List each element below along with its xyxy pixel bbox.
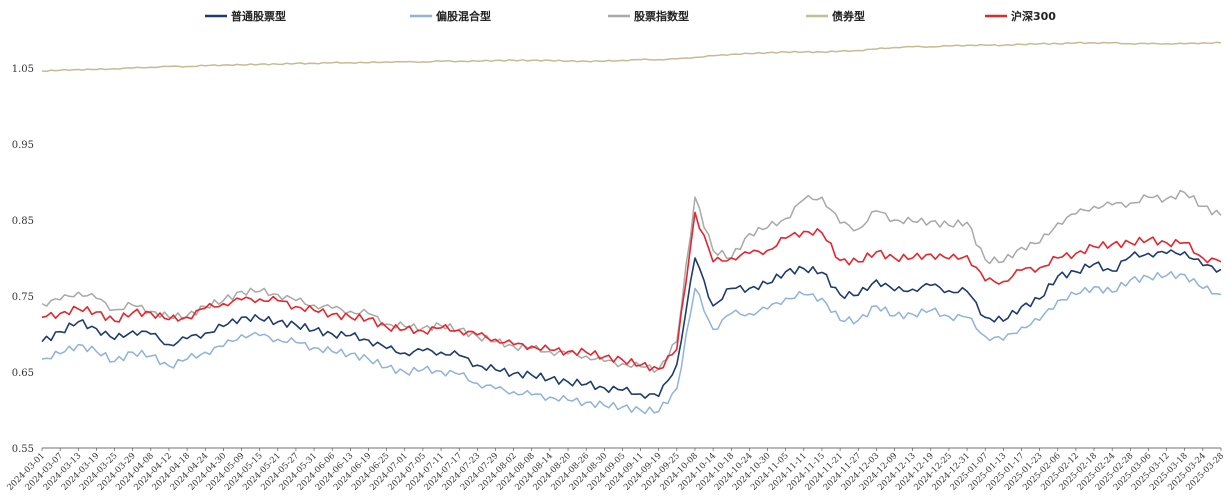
legend: 普通股票型 偏股混合型 股票指数型 债券型 沪深300 [205,9,1056,23]
series-line-0 [41,249,1222,399]
series-layer [41,41,1222,415]
y-tick-label: 0.75 [12,292,34,303]
y-tick-label: 0.65 [12,368,34,379]
y-axis: 0.55 0.65 0.75 0.85 0.95 1.05 [12,64,34,455]
legend-label-3: 债券型 [832,9,865,23]
legend-label-0: 普通股票型 [231,9,286,23]
series-line-3 [41,41,1222,73]
series-line-4 [41,211,1222,372]
legend-label-4: 沪深300 [1011,9,1056,23]
y-tick-label: 1.05 [12,64,34,75]
y-tick-label: 0.85 [12,216,34,227]
y-tick-label: 0.55 [12,444,34,455]
series-line-1 [41,270,1222,415]
series-line-2 [41,189,1222,373]
y-tick-label: 0.95 [12,140,34,151]
x-axis: 2024-03-012024-03-072024-03-132024-03-19… [5,447,1226,493]
legend-label-2: 股票指数型 [634,9,689,23]
legend-label-1: 偏股混合型 [436,9,491,23]
